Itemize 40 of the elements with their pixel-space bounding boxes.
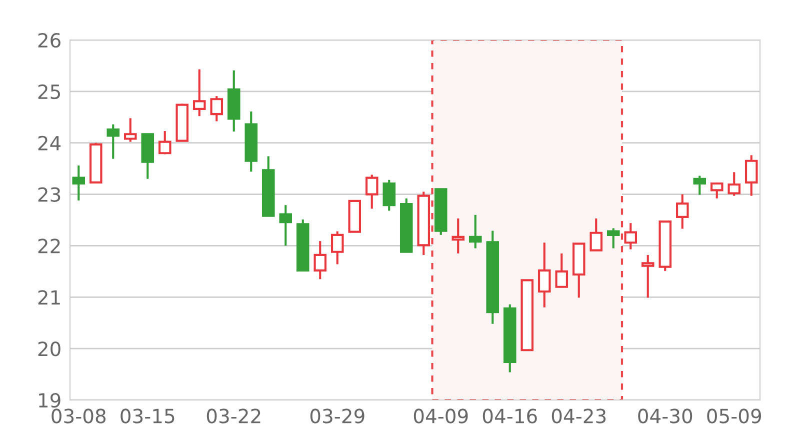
x-tick-label: 03-22 [206,408,260,424]
y-tick-label: 19 [39,392,60,408]
y-tick-label: 20 [38,342,60,356]
candlestick [452,217,465,254]
y-tick-label: 21 [38,290,60,305]
candlestick [468,214,482,250]
x-tick-label: 05-09 [707,408,762,424]
candlestick [210,95,224,122]
candlestick [314,240,327,280]
candlestick [744,154,758,197]
candlestick [106,123,120,160]
candlestick [279,204,292,247]
y-tick-label: 22 [38,238,60,254]
candlestick [728,171,741,197]
y-tick-label: 25 [38,84,60,100]
x-tick-label: 03-15 [120,408,174,424]
candlestick [641,254,654,299]
x-tick-label: 04-23 [552,408,606,424]
candlestick [555,252,568,288]
candlestick [158,130,172,156]
candlestick [382,178,396,212]
x-tick-label: 03-08 [52,408,106,424]
candlestick [538,242,551,308]
x-tick-label: 04-09 [414,408,468,424]
x-tick-label: 03-29 [310,408,364,424]
candlestick [365,174,378,210]
candlestick [710,181,724,200]
y-tick-label: 26 [38,32,60,48]
y-tick-label: 23 [38,187,60,202]
candlestick [606,227,620,250]
candlestick [124,117,137,143]
candlestick [72,164,86,202]
y-tick-label: 24 [38,136,61,150]
candlestick [192,68,206,118]
x-tick-label: 04-30 [638,408,692,424]
x-tick-label: 04-16 [482,408,537,424]
candlestick [590,217,603,252]
candlestick [330,230,344,266]
candlestick [693,174,706,196]
candlestick [676,193,689,230]
